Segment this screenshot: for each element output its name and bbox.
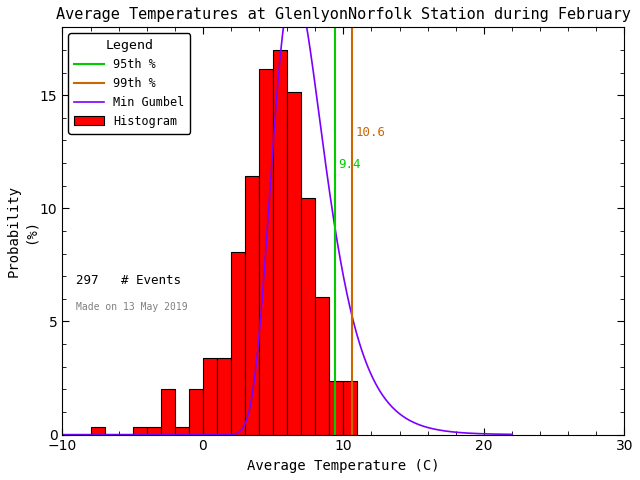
Text: Made on 13 May 2019: Made on 13 May 2019 — [76, 302, 188, 312]
Bar — [217, 359, 231, 434]
Bar — [330, 381, 343, 434]
Bar — [189, 389, 203, 434]
Bar — [259, 69, 273, 434]
Text: 9.4: 9.4 — [339, 157, 361, 170]
Text: 10.6: 10.6 — [355, 126, 385, 139]
Bar — [287, 92, 301, 434]
Bar — [343, 381, 357, 434]
Bar — [90, 427, 104, 434]
Title: Average Temperatures at GlenlyonNorfolk Station during February: Average Temperatures at GlenlyonNorfolk … — [56, 7, 631, 22]
Bar — [231, 252, 245, 434]
Bar — [161, 389, 175, 434]
Bar — [147, 427, 161, 434]
Bar — [132, 427, 147, 434]
Bar — [301, 198, 316, 434]
Bar — [245, 176, 259, 434]
Bar — [273, 50, 287, 434]
X-axis label: Average Temperature (C): Average Temperature (C) — [247, 459, 440, 473]
Legend: 95th %, 99th %, Min Gumbel, Histogram: 95th %, 99th %, Min Gumbel, Histogram — [68, 33, 190, 133]
Bar — [203, 359, 217, 434]
Y-axis label: Probability
(%): Probability (%) — [7, 185, 37, 277]
Text: 297   # Events: 297 # Events — [76, 274, 182, 287]
Bar — [316, 298, 330, 434]
Bar — [175, 427, 189, 434]
